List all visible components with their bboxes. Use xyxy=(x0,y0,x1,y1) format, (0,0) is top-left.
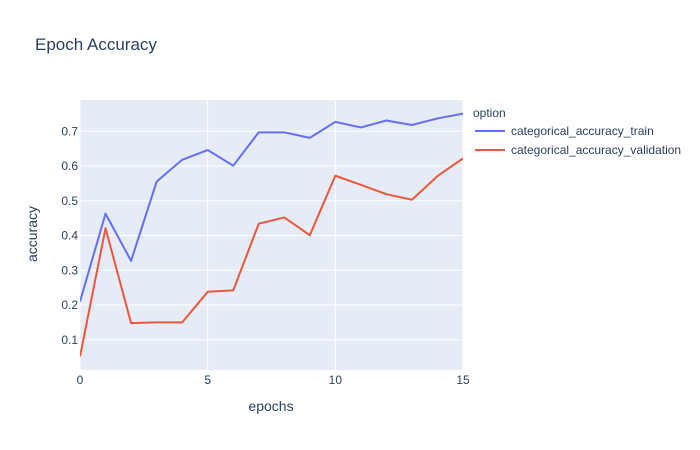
y-tick-label: 0.3 xyxy=(61,263,78,277)
x-tick-label: 5 xyxy=(204,373,211,387)
legend: option categorical_accuracy_traincategor… xyxy=(473,106,681,157)
x-tick-label: 0 xyxy=(77,373,84,387)
y-tick-label: 0.1 xyxy=(61,333,78,347)
grid-layer xyxy=(79,100,464,370)
legend-title: option xyxy=(473,106,506,120)
legend-label: categorical_accuracy_train xyxy=(511,124,654,138)
chart-title: Epoch Accuracy xyxy=(35,35,157,54)
y-tick-label: 0.2 xyxy=(61,298,78,312)
series-line-categorical_accuracy_train xyxy=(80,112,463,302)
plot-area xyxy=(80,100,463,370)
legend-item[interactable]: categorical_accuracy_validation xyxy=(475,143,681,157)
legend-items: categorical_accuracy_train categorical_ac… xyxy=(475,124,681,157)
legend-item[interactable]: categorical_accuracy_train xyxy=(475,124,654,138)
x-tick-label: 10 xyxy=(329,373,343,387)
legend-label: categorical_accuracy_validation xyxy=(511,143,681,157)
series-line-categorical_accuracy_validation xyxy=(80,157,463,357)
series-layer xyxy=(80,112,463,357)
y-tick-label: 0.6 xyxy=(61,159,78,173)
y-tick-label: 0.4 xyxy=(61,229,78,243)
tick-layer: 0 5 10 15 0.1 0.2 0.3 0.4 0.5 0.6 0.7 xyxy=(61,124,470,387)
x-axis-label: epochs xyxy=(248,398,293,414)
y-tick-label: 0.7 xyxy=(61,124,78,138)
y-tick-label: 0.5 xyxy=(61,194,78,208)
x-tick-label: 15 xyxy=(456,373,470,387)
y-axis-label: accuracy xyxy=(24,206,40,262)
